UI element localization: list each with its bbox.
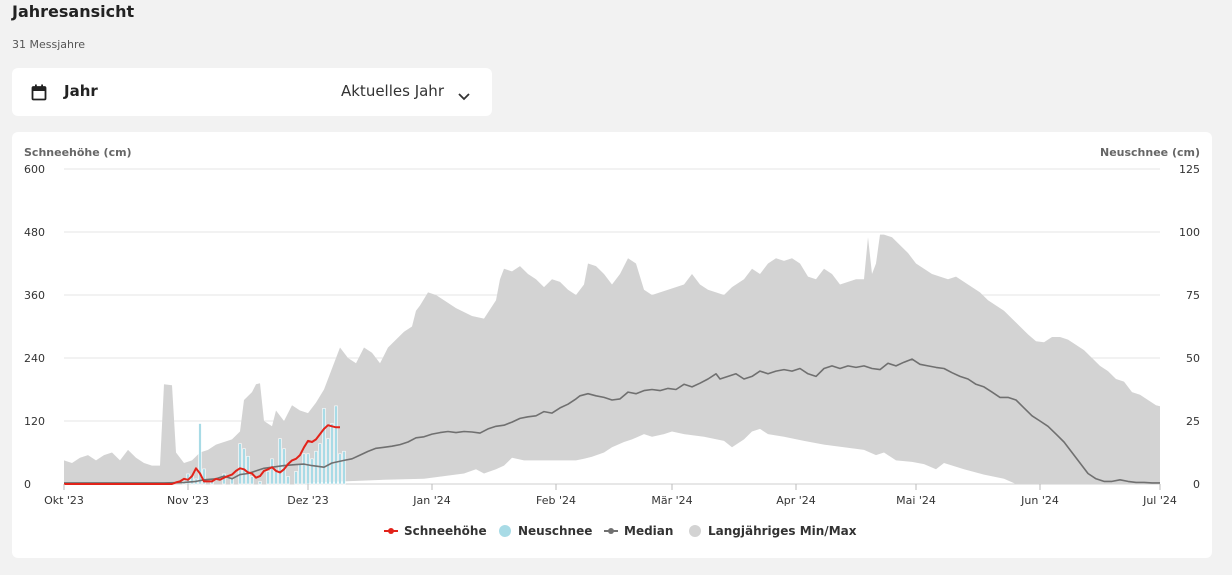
- page-title: Jahresansicht: [12, 2, 135, 21]
- x-tick-label: Jan '24: [412, 494, 450, 507]
- new-snow-bar: [242, 448, 246, 485]
- new-snow-bar: [298, 463, 302, 485]
- x-tick-label: Jul '24: [1142, 494, 1177, 507]
- y-right-tick-label: 75: [1186, 289, 1200, 302]
- new-snow-bar: [318, 443, 322, 485]
- y-left-tick-label: 360: [24, 289, 45, 302]
- new-snow-bar: [306, 453, 310, 485]
- y-left-tick-label: 480: [24, 226, 45, 239]
- x-tick-label: Jun '24: [1020, 494, 1059, 507]
- chart-card: Schneehöhe (cm) Neuschnee (cm) 0 120 240 36…: [12, 132, 1212, 558]
- y-right-tick-label: 25: [1186, 415, 1200, 428]
- legend-marker-swatch: [608, 528, 614, 534]
- new-snow-bar: [274, 471, 278, 485]
- legend-dot-swatch: [689, 525, 701, 537]
- new-snow-bar: [238, 443, 242, 485]
- new-snow-bar: [266, 471, 270, 485]
- x-tick-label: Mär '24: [651, 494, 692, 507]
- new-snow-bar: [294, 471, 298, 485]
- y-left-tick-label: 120: [24, 415, 45, 428]
- legend-marker-swatch: [388, 528, 394, 534]
- year-selector[interactable]: Jahr Aktuelles Jahr: [12, 68, 492, 116]
- legend-label: Median: [624, 524, 673, 538]
- snow-depth-line: [64, 424, 340, 485]
- new-snow-bar: [322, 408, 326, 485]
- chevron-down-icon[interactable]: [458, 86, 470, 105]
- x-tick-label: Okt '23: [44, 494, 84, 507]
- new-snow-bar: [278, 438, 282, 485]
- legend-item-3: Median: [604, 524, 673, 538]
- new-snow-bar: [270, 458, 274, 485]
- y-right-tick-label: 125: [1179, 163, 1200, 176]
- y-left-axis-title: Schneehöhe (cm): [24, 146, 132, 159]
- legend-item-2: Neuschnee: [499, 524, 592, 538]
- x-tick-label: Nov '23: [167, 494, 209, 507]
- new-snow-bar: [302, 453, 306, 485]
- new-snow-bar: [326, 438, 330, 485]
- x-tick-label: Feb '24: [536, 494, 576, 507]
- legend-item-4: Langjähriges Min/Max: [689, 524, 857, 538]
- new-snow-bar: [246, 455, 250, 485]
- new-snow-bar: [258, 481, 262, 485]
- y-left-tick-label: 600: [24, 163, 45, 176]
- legend-label: Schneehöhe: [404, 524, 487, 538]
- median-line: [64, 358, 1160, 484]
- snow-chart: Schneehöhe (cm) Neuschnee (cm) 0 120 240 36…: [24, 146, 1200, 538]
- x-tick-label: Dez '23: [287, 494, 329, 507]
- x-tick-label: Apr '24: [776, 494, 816, 507]
- y-right-tick-label: 0: [1193, 478, 1200, 491]
- y-left-tick-label: 0: [24, 478, 31, 491]
- minmax-band: [64, 234, 1160, 484]
- x-tick-label: Mai '24: [896, 494, 936, 507]
- new-snow-bar: [342, 450, 346, 485]
- legend-dot-swatch: [499, 525, 511, 537]
- page-subtitle: 31 Messjahre: [12, 38, 86, 51]
- new-snow-bar: [250, 476, 254, 485]
- new-snow-bar: [198, 423, 202, 485]
- new-snow-bar: [310, 458, 314, 485]
- y-left-tick-label: 240: [24, 352, 45, 365]
- y-right-axis-title: Neuschnee (cm): [1100, 146, 1200, 159]
- year-selector-label: Jahr: [64, 82, 98, 100]
- new-snow-bar: [338, 453, 342, 485]
- calendar-icon: [31, 84, 47, 105]
- year-selector-value[interactable]: Aktuelles Jahr: [340, 82, 444, 100]
- new-snow-bar: [330, 423, 334, 485]
- new-snow-bar: [314, 450, 318, 485]
- new-snow-bar: [334, 405, 338, 485]
- legend-label: Langjähriges Min/Max: [708, 524, 857, 538]
- legend-item-1: Schneehöhe: [384, 524, 487, 538]
- legend-label: Neuschnee: [518, 524, 592, 538]
- y-right-tick-label: 100: [1179, 226, 1200, 239]
- y-right-tick-label: 50: [1186, 352, 1200, 365]
- new-snow-bar: [286, 476, 290, 485]
- new-snow-bar: [230, 478, 234, 485]
